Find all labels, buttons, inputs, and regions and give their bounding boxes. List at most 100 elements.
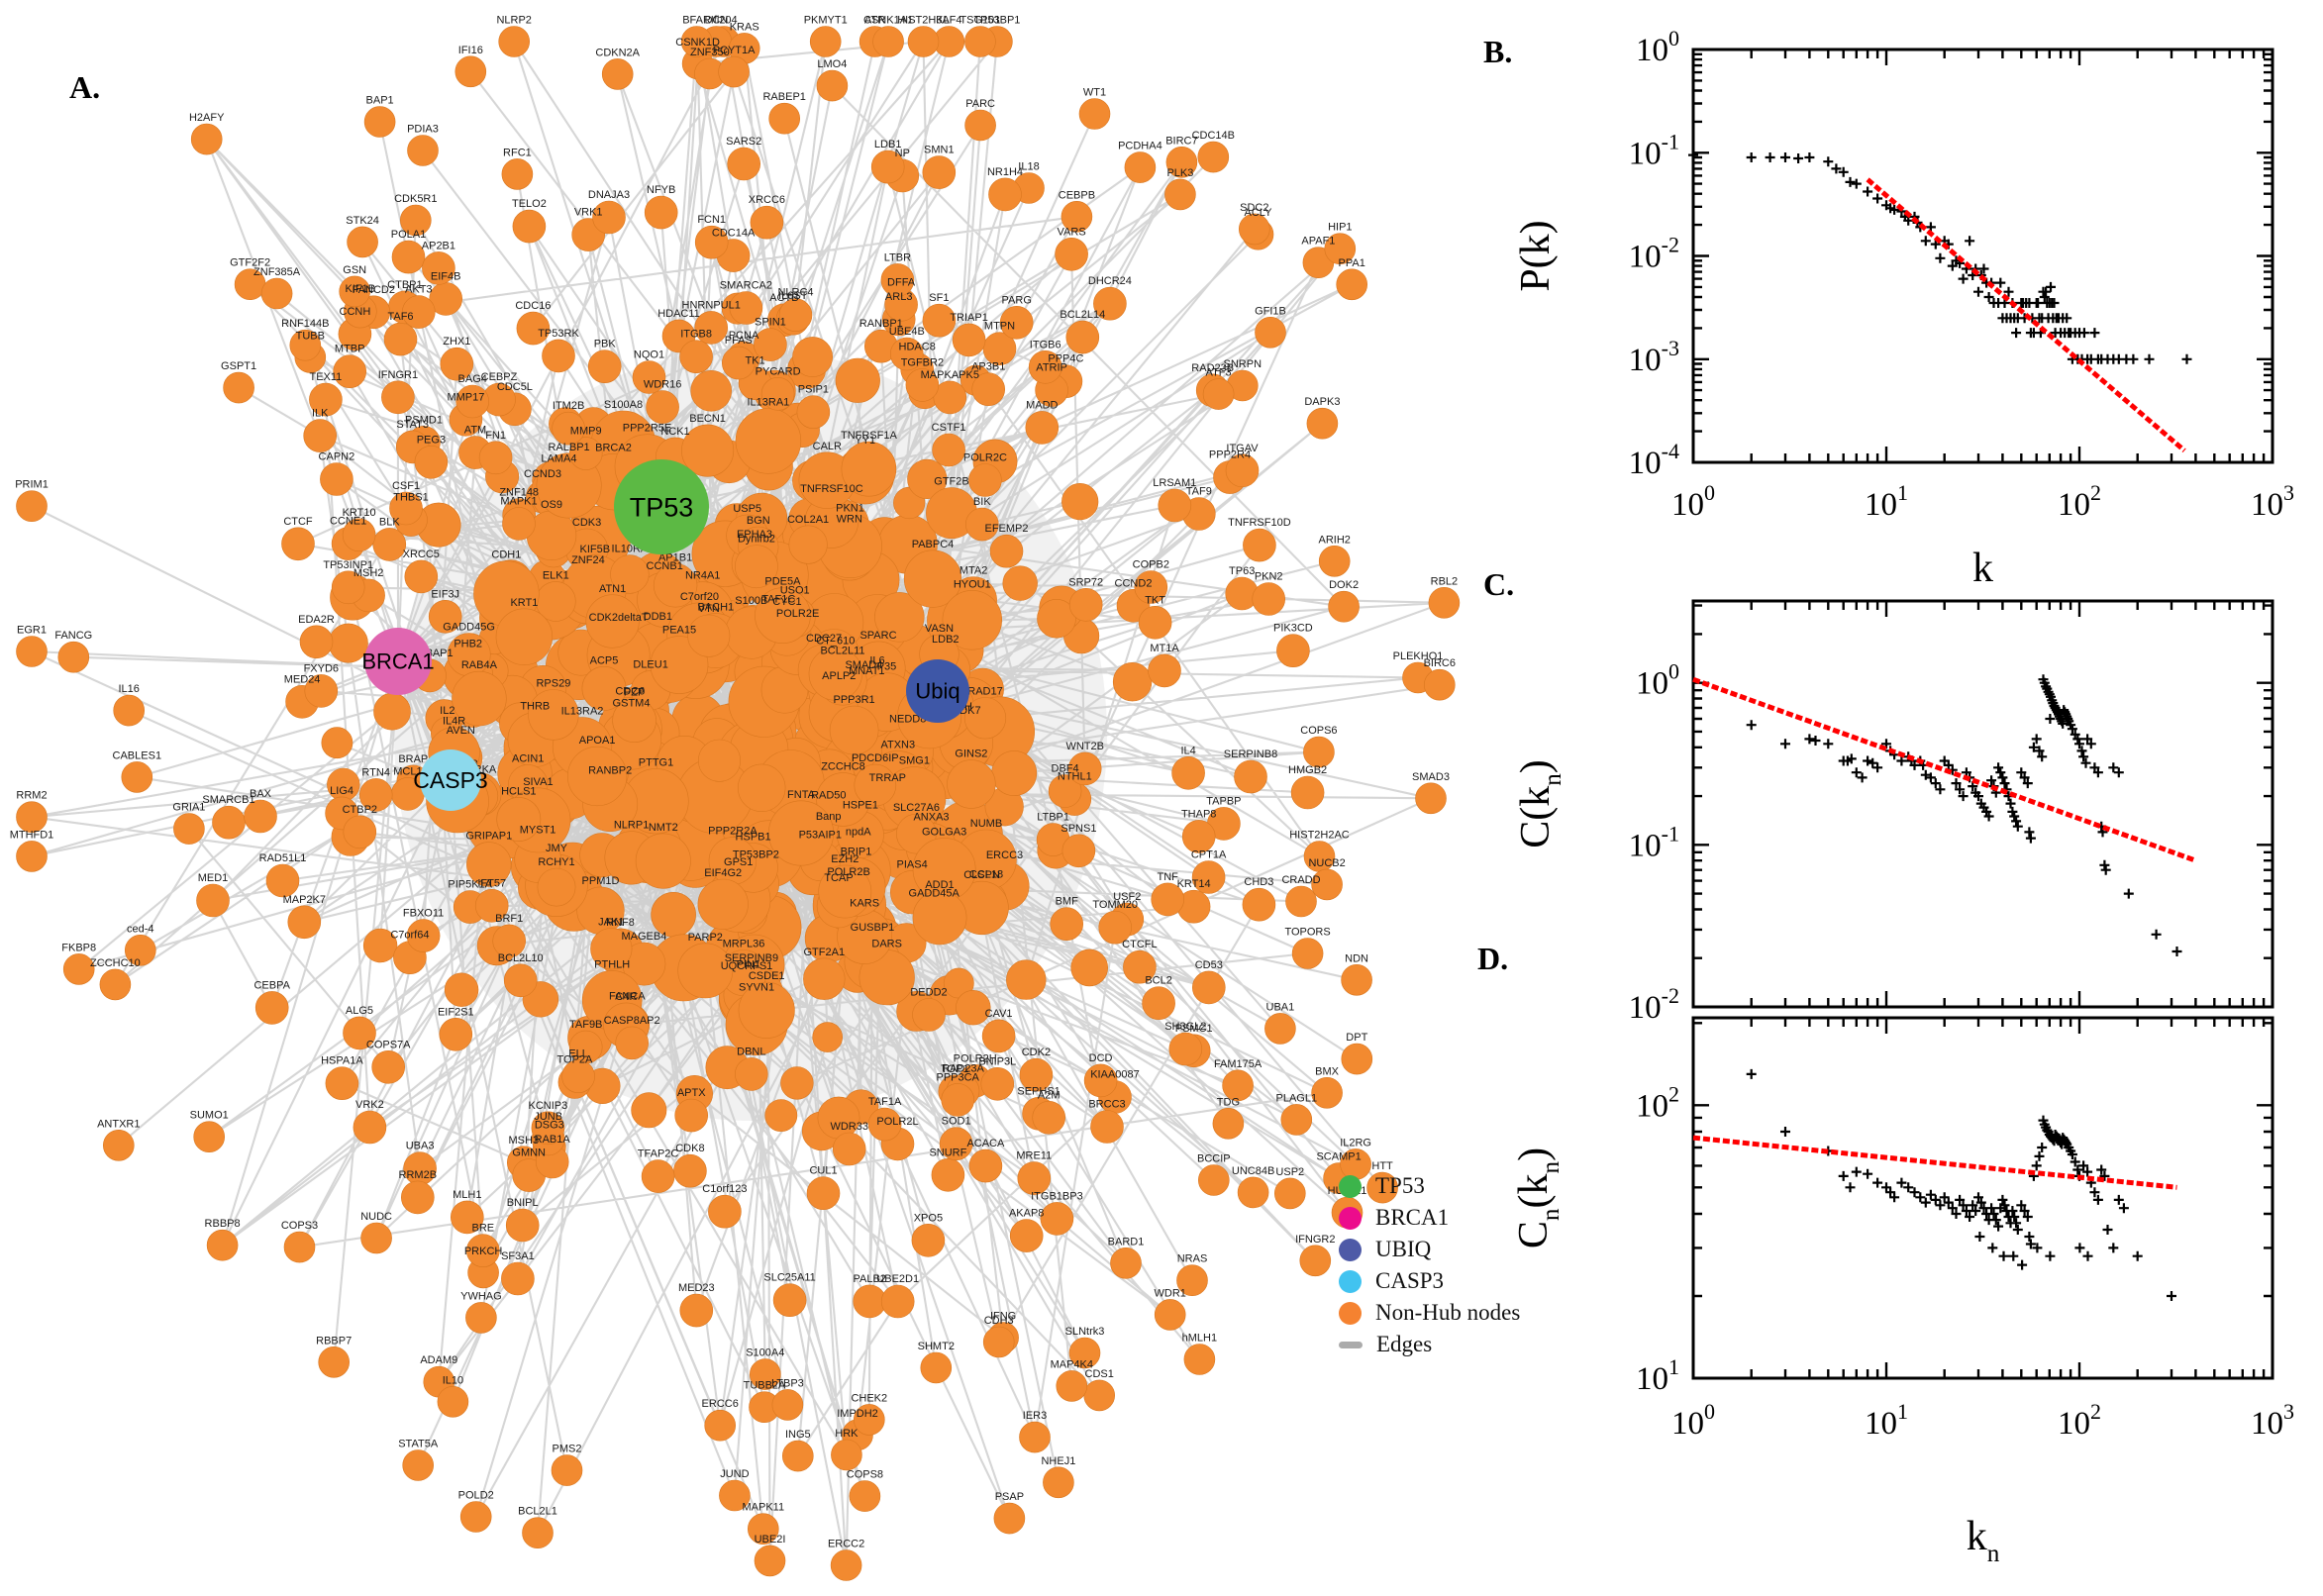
svg-text:UBE2D1: UBE2D1	[876, 1273, 919, 1285]
svg-text:NR4A1: NR4A1	[685, 570, 720, 582]
svg-text:PPM1D: PPM1D	[582, 875, 620, 887]
svg-text:TNFRSF1A: TNFRSF1A	[841, 430, 898, 442]
svg-text:BAP1: BAP1	[366, 95, 394, 107]
svg-text:PRIM1: PRIM1	[15, 479, 49, 491]
svg-text:KRT14: KRT14	[1177, 878, 1211, 890]
y-axis-label-b: P(k)	[1513, 220, 1559, 291]
svg-text:ZCCHC10: ZCCHC10	[90, 957, 141, 969]
svg-text:THRB: THRB	[520, 701, 550, 713]
svg-text:CSTF1: CSTF1	[932, 422, 966, 434]
svg-text:MSH3: MSH3	[509, 1135, 540, 1147]
svg-text:MTPN: MTPN	[984, 321, 1015, 333]
svg-text:ITGB8: ITGB8	[680, 329, 712, 341]
svg-text:CASP8AP2: CASP8AP2	[604, 1015, 660, 1027]
svg-text:TELO2: TELO2	[512, 198, 547, 210]
svg-text:NP: NP	[895, 148, 910, 159]
svg-text:UBA3: UBA3	[406, 1141, 435, 1152]
svg-text:IL4: IL4	[1180, 745, 1195, 756]
svg-text:IFT57: IFT57	[477, 877, 506, 889]
svg-text:POLR2C: POLR2C	[963, 452, 1007, 464]
svg-text:RAB1A: RAB1A	[535, 1134, 571, 1146]
svg-text:CDH3: CDH3	[984, 1315, 1014, 1327]
svg-text:CDC16: CDC16	[515, 300, 551, 312]
svg-text:AKT3: AKT3	[405, 284, 433, 296]
svg-text:TAPBP: TAPBP	[1206, 795, 1241, 807]
svg-text:RAD23A: RAD23A	[942, 1062, 984, 1074]
svg-text:APOA1: APOA1	[579, 735, 616, 747]
svg-text:STAT5A: STAT5A	[398, 1439, 439, 1450]
svg-text:MCL1: MCL1	[393, 765, 422, 777]
svg-text:POLR2B: POLR2B	[827, 866, 869, 878]
svg-text:RRM2: RRM2	[16, 790, 47, 802]
svg-text:JUNB: JUNB	[534, 1111, 562, 1123]
svg-text:FN1: FN1	[485, 430, 506, 442]
svg-text:GTF2F2: GTF2F2	[230, 257, 270, 269]
svg-text:HDAC8: HDAC8	[899, 342, 936, 353]
svg-text:PIP5K1A: PIP5K1A	[448, 879, 492, 891]
svg-text:THAP8: THAP8	[1181, 808, 1216, 820]
svg-text:PLAGL1: PLAGL1	[1276, 1092, 1318, 1104]
svg-text:ARIH2: ARIH2	[1318, 534, 1350, 546]
svg-text:CDK2: CDK2	[1022, 1047, 1051, 1058]
svg-text:CSNK1D: CSNK1D	[675, 37, 720, 49]
svg-text:RNF8: RNF8	[606, 917, 635, 929]
svg-text:HSPE1: HSPE1	[843, 799, 878, 811]
hub-ubiq	[906, 659, 969, 723]
svg-text:LDB1: LDB1	[874, 139, 902, 150]
svg-text:COPS7A: COPS7A	[366, 1039, 411, 1050]
svg-text:STK24: STK24	[346, 215, 379, 227]
svg-text:AP1B1: AP1B1	[658, 551, 692, 563]
svg-text:RALBP1: RALBP1	[548, 442, 589, 453]
svg-text:RAD17: RAD17	[967, 686, 1002, 698]
svg-text:BRCC3: BRCC3	[1088, 1099, 1125, 1111]
svg-text:FKBP8: FKBP8	[61, 942, 96, 953]
svg-text:SMAD3: SMAD3	[1412, 771, 1450, 783]
svg-text:CCNH: CCNH	[340, 306, 371, 318]
svg-text:PSIP1: PSIP1	[798, 384, 829, 396]
svg-text:GINS2: GINS2	[955, 748, 987, 760]
svg-text:A2M: A2M	[1038, 1089, 1060, 1101]
svg-text:CCNE1: CCNE1	[330, 516, 366, 528]
svg-text:BCL2L10: BCL2L10	[498, 952, 544, 964]
svg-text:CT_610: CT_610	[816, 636, 855, 648]
svg-text:SPARC: SPARC	[859, 630, 896, 642]
svg-text:BRAP: BRAP	[398, 753, 428, 765]
svg-text:S100A8: S100A8	[604, 399, 643, 411]
svg-text:CRADD: CRADD	[1281, 874, 1320, 886]
svg-text:SLNtrk3: SLNtrk3	[1065, 1326, 1105, 1338]
svg-text:BMF: BMF	[1056, 896, 1079, 908]
svg-text:BRIP1: BRIP1	[841, 846, 872, 857]
svg-text:MLH1: MLH1	[453, 1189, 481, 1201]
svg-text:RRM2B: RRM2B	[399, 1169, 438, 1181]
svg-text:COPS3: COPS3	[281, 1220, 318, 1232]
svg-text:BAX: BAX	[250, 788, 272, 800]
svg-text:TP53: TP53	[630, 492, 694, 522]
svg-text:BCL2L14: BCL2L14	[1060, 309, 1105, 321]
svg-text:TKT: TKT	[1145, 594, 1165, 606]
svg-text:PABPC4: PABPC4	[912, 539, 955, 550]
svg-text:CUL1: CUL1	[809, 1165, 837, 1177]
scatter-points-c	[1746, 674, 2182, 956]
svg-text:VASN: VASN	[925, 623, 954, 635]
svg-text:CDC5L: CDC5L	[497, 381, 533, 393]
svg-text:EIF4B: EIF4B	[431, 270, 461, 282]
svg-text:JUND: JUND	[720, 1468, 749, 1480]
svg-text:PPA1: PPA1	[1339, 257, 1365, 269]
svg-text:BACH1: BACH1	[697, 602, 734, 614]
edge-line-icon	[1339, 1341, 1363, 1348]
svg-text:SLC25A11: SLC25A11	[763, 1272, 815, 1284]
svg-text:USP2: USP2	[1275, 1166, 1304, 1178]
svg-text:EZH2: EZH2	[831, 853, 858, 865]
svg-text:GTF2B: GTF2B	[934, 476, 968, 488]
svg-text:APTX: APTX	[677, 1087, 706, 1099]
svg-text:CTCFL: CTCFL	[1122, 939, 1157, 950]
svg-text:PLEKHO1: PLEKHO1	[1393, 650, 1444, 662]
svg-text:MADD: MADD	[1026, 399, 1058, 411]
svg-text:UQCRFS1: UQCRFS1	[721, 960, 773, 972]
svg-text:PZP: PZP	[624, 687, 645, 699]
svg-text:HTT: HTT	[1371, 1160, 1393, 1172]
hub-brca1	[364, 628, 432, 695]
svg-text:ITGB6: ITGB6	[1030, 339, 1061, 350]
svg-text:NLRP2: NLRP2	[496, 15, 531, 27]
svg-text:PLK3: PLK3	[1166, 167, 1193, 179]
